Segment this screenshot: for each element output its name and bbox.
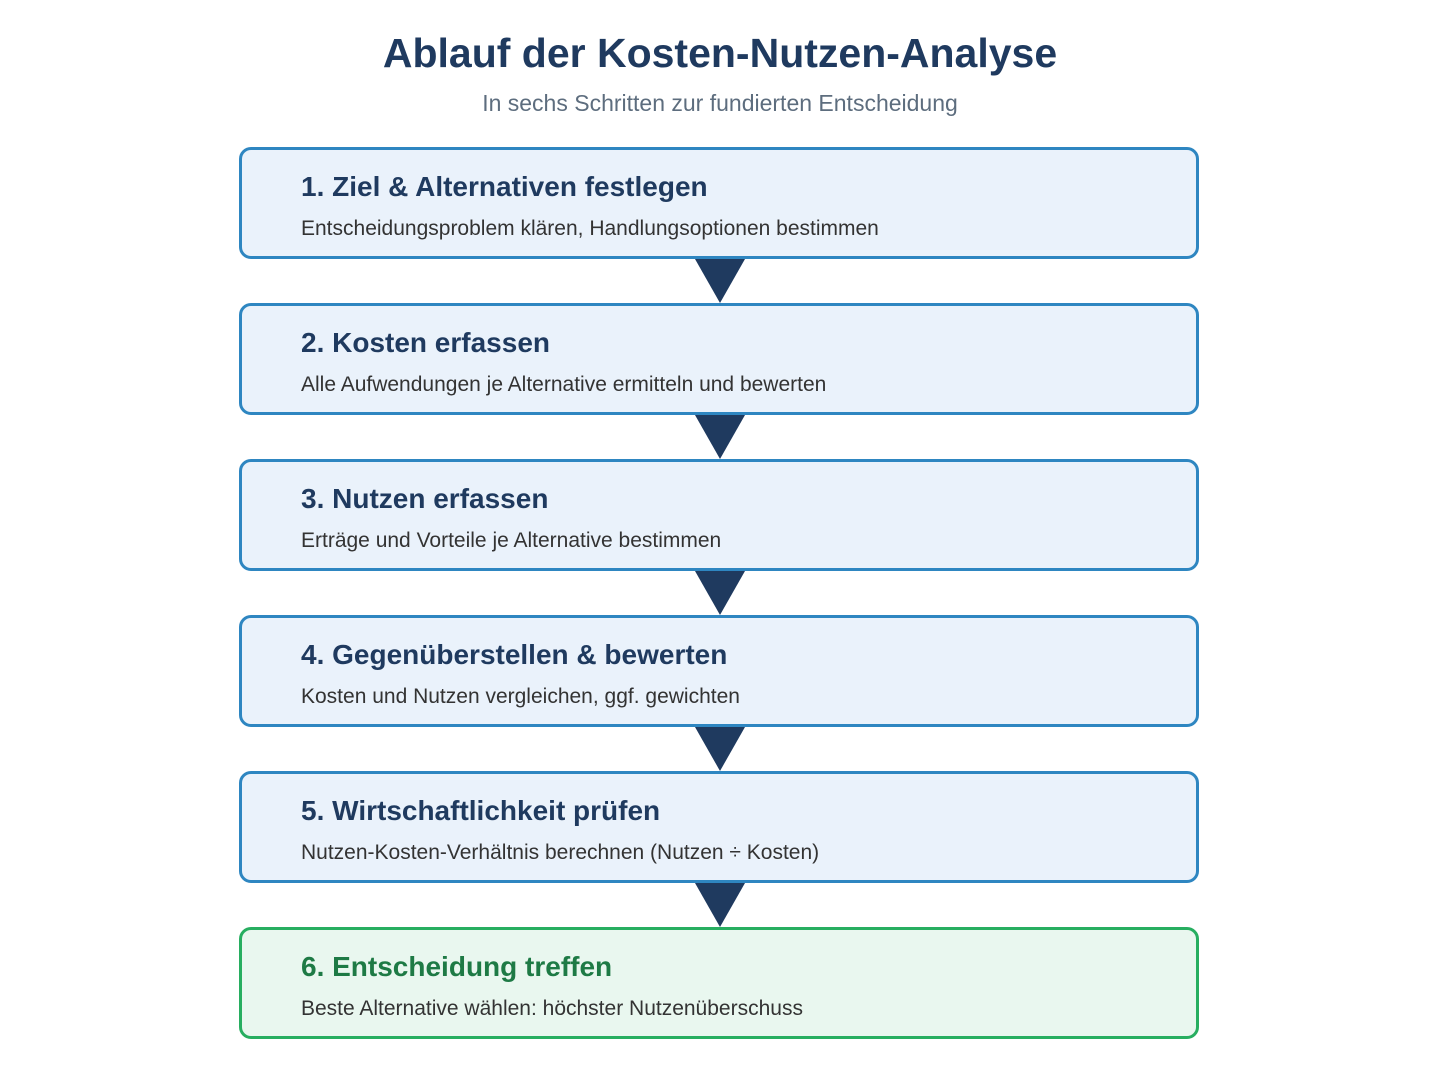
step-2-box: 2. Kosten erfassen Alle Aufwendungen je … <box>239 303 1199 415</box>
step-2-title: 2. Kosten erfassen <box>301 327 550 358</box>
step-3-description: Erträge und Vorteile je Alternative best… <box>301 529 722 552</box>
step-1-title: 1. Ziel & Alternativen festlegen <box>301 171 708 202</box>
arrow-down-icon <box>695 571 745 615</box>
step-1-box: 1. Ziel & Alternativen festlegen Entsche… <box>239 147 1199 259</box>
arrow-down-icon <box>695 415 745 459</box>
step-6-title: 6. Entscheidung treffen <box>301 951 613 982</box>
diagram-subtitle: In sechs Schritten zur fundierten Entsch… <box>482 90 958 116</box>
step-1-description: Entscheidungsproblem klären, Handlungsop… <box>301 217 879 240</box>
step-3-title: 3. Nutzen erfassen <box>301 483 549 514</box>
step-4-box: 4. Gegenüberstellen & bewerten Kosten un… <box>239 615 1199 727</box>
step-5-box: 5. Wirtschaftlichkeit prüfen Nutzen-Kost… <box>239 771 1199 883</box>
step-6-box: 6. Entscheidung treffen Beste Alternativ… <box>239 927 1199 1039</box>
step-6-description: Beste Alternative wählen: höchster Nutze… <box>301 997 803 1020</box>
step-3-box: 3. Nutzen erfassen Erträge und Vorteile … <box>239 459 1199 571</box>
arrow-down-icon <box>695 259 745 303</box>
step-5-title: 5. Wirtschaftlichkeit prüfen <box>301 795 661 826</box>
step-4-description: Kosten und Nutzen vergleichen, ggf. gewi… <box>301 685 740 708</box>
step-5-description: Nutzen-Kosten-Verhältnis berechnen (Nutz… <box>301 841 820 864</box>
arrow-down-icon <box>695 727 745 771</box>
step-4-title: 4. Gegenüberstellen & bewerten <box>301 639 728 670</box>
diagram-title: Ablauf der Kosten-Nutzen-Analyse <box>382 30 1058 76</box>
step-2-description: Alle Aufwendungen je Alternative ermitte… <box>301 373 827 396</box>
arrow-down-icon <box>695 883 745 927</box>
